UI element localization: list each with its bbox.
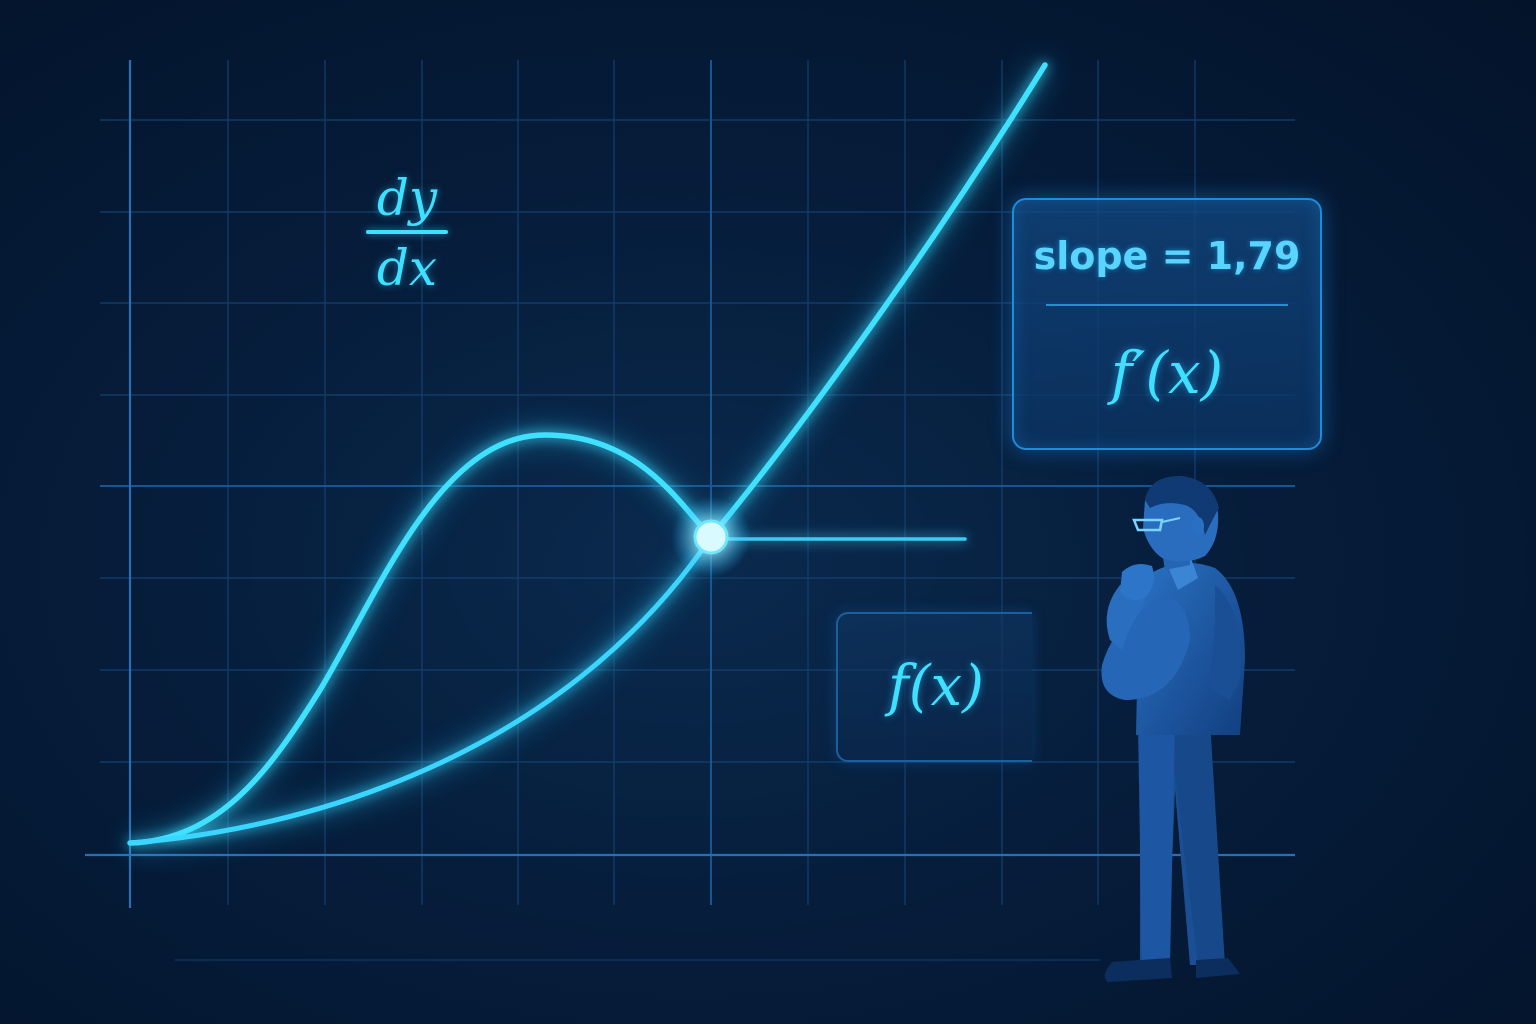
function-panel: f(x) (836, 612, 1032, 762)
fraction-bar (366, 230, 448, 234)
grid-lines (100, 60, 1295, 905)
derivative-label: f′(x) (1110, 339, 1224, 407)
function-label: f(x) (887, 654, 984, 719)
slope-value-text: slope = 1,79 (1033, 234, 1301, 278)
derivative-numerator: dy (376, 169, 438, 227)
function-curve (127, 534, 714, 846)
derivative-notation: dy dx (362, 170, 452, 296)
curves (127, 62, 1048, 846)
slope-panel: slope = 1,79 f′(x) (1012, 198, 1322, 450)
axes (85, 60, 1295, 908)
grid-major-lines (100, 60, 1295, 905)
derivative-denominator: dx (376, 239, 438, 297)
slope-panel-divider (1046, 304, 1288, 306)
thinking-person-icon (1101, 475, 1245, 982)
intersection-point-icon (671, 497, 751, 577)
derivative-curve (127, 62, 1048, 846)
